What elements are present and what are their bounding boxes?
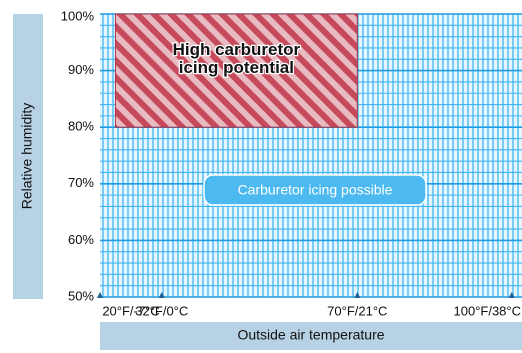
y-tick-label: 90%: [68, 62, 94, 77]
grid-lines: [100, 13, 522, 298]
y-tick-label: 80%: [68, 119, 94, 134]
x-tick-label: 70°F/21°C: [327, 303, 387, 318]
high-icing-label: High carburetor icing potential: [173, 40, 301, 77]
x-tick-label: 32°F/0°C: [135, 303, 188, 318]
x-tick-mark: [97, 292, 103, 298]
y-tick-label: 70%: [68, 175, 94, 190]
x-tick-label: 20°F/-7°C: [102, 303, 159, 318]
icing-possible-box: [203, 174, 427, 206]
ticks: 50% 60% 70% 80% 90% 100% 20°F/-7°C32°F/0°C 70°F…: [61, 8, 521, 318]
y-axis-bar: [13, 14, 43, 299]
axis-labels: Relative humidity Outside air temperatur…: [19, 103, 385, 343]
high-icing-label-line-2: icing potential: [179, 58, 294, 77]
y-axis-label: Relative humidity: [19, 103, 35, 210]
x-tick-mark: [158, 292, 165, 298]
high-icing-label-line-1: High carburetor: [173, 40, 301, 59]
x-axis-label: Outside air temperature: [237, 327, 384, 343]
y-tick-label: 60%: [68, 232, 94, 247]
axis-bars: [13, 14, 522, 350]
x-tick-mark: [354, 292, 361, 298]
x-axis-bar: [100, 322, 522, 350]
x-tick-label: 100°F/38°C: [454, 303, 522, 318]
y-tick-label: 50%: [68, 288, 94, 303]
x-tick-mark: [508, 292, 515, 298]
icing-possible-label: Carburetor icing possible: [238, 182, 393, 198]
regions: High carburetor icing potential Carburetor…: [114, 13, 427, 206]
high-icing-region: [114, 13, 358, 128]
y-tick-label: 100%: [61, 8, 95, 23]
